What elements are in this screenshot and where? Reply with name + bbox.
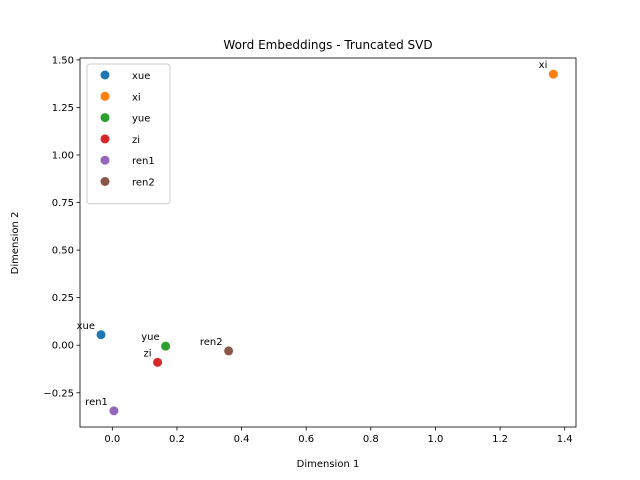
legend-marker-zi — [100, 134, 110, 144]
legend-label-ren1: ren1 — [132, 156, 155, 167]
x-tick-label: 0.8 — [363, 434, 379, 445]
x-tick-label: 0.4 — [234, 434, 250, 445]
point-zi — [153, 357, 163, 367]
legend-label-zi: zi — [132, 135, 140, 146]
x-tick-label: 1.4 — [557, 434, 573, 445]
x-tick-label: 1.0 — [427, 434, 443, 445]
legend-marker-ren2 — [100, 177, 110, 186]
legend-marker-yue — [100, 113, 110, 123]
legend-label-xue: xue — [132, 71, 150, 82]
legend-label-yue: yue — [132, 114, 150, 125]
legend-marker-xue — [100, 70, 110, 80]
point-ren2 — [224, 346, 234, 356]
y-tick-label: 0.00 — [52, 341, 74, 352]
x-tick-label: 0.0 — [104, 434, 120, 445]
x-tick-label: 0.6 — [298, 434, 314, 445]
legend-label-ren2: ren2 — [132, 178, 155, 189]
legend-label-xi: xi — [132, 92, 141, 103]
point-yue — [161, 341, 171, 351]
point-label-xi: xi — [539, 60, 548, 71]
y-tick-label: 0.75 — [52, 198, 74, 209]
point-xue — [96, 330, 106, 340]
point-label-yue: yue — [141, 332, 159, 343]
legend: xue xi yue zi ren1 ren2 — [86, 63, 171, 205]
legend-marker-xi — [100, 91, 110, 101]
y-tick-label: 1.25 — [52, 103, 74, 114]
x-tick-label: 0.2 — [169, 434, 185, 445]
plot-area: 0.0 0.2 0.4 0.6 0.8 1.0 1.2 1.4 −0.25 0.00 0.25 0.5… — [43, 55, 577, 445]
y-axis-label: Dimension 2 — [10, 212, 21, 275]
point-label-xue: xue — [77, 321, 95, 332]
x-tick-label: 1.2 — [492, 434, 508, 445]
x-axis-label: Dimension 1 — [297, 459, 360, 470]
y-tick-label: 1.50 — [52, 55, 74, 66]
y-tick-label: 1.00 — [52, 151, 74, 162]
legend-box — [86, 63, 171, 205]
y-tick-label: 0.50 — [52, 246, 74, 257]
axes-frame — [79, 57, 577, 428]
point-label-zi: zi — [144, 348, 152, 359]
legend-marker-ren1 — [100, 155, 110, 165]
point-label-ren2: ren2 — [200, 337, 223, 348]
chart-title: Word Embeddings - Truncated SVD — [223, 38, 432, 52]
point-label-ren1: ren1 — [85, 397, 108, 408]
y-tick-label: −0.25 — [43, 388, 74, 399]
point-ren1 — [109, 406, 119, 416]
y-tick-label: 0.25 — [52, 293, 74, 304]
point-xi — [548, 69, 558, 79]
